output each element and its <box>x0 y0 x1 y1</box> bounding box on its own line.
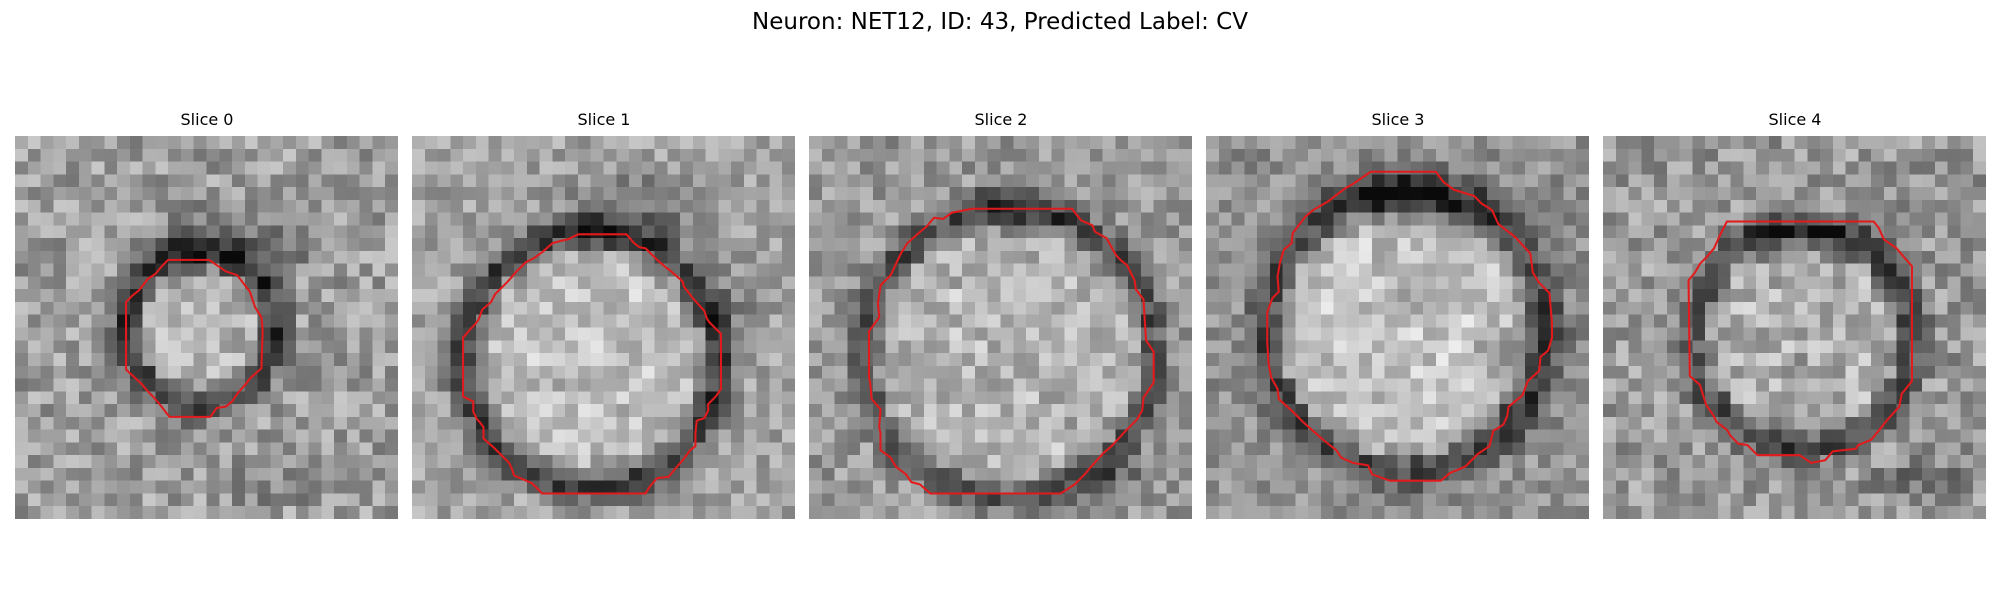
slice-panel-title: Slice 4 <box>1768 110 1822 129</box>
slice-image-0 <box>15 136 398 519</box>
pixel-grid <box>1206 136 1589 519</box>
slice-image-4 <box>1603 136 1986 519</box>
pixel-grid <box>412 136 795 519</box>
slice-panel-title: Slice 1 <box>577 110 631 129</box>
pixel-grid <box>1603 136 1986 519</box>
slice-image-2 <box>809 136 1192 519</box>
slice-panel-title: Slice 2 <box>974 110 1028 129</box>
pixel-grid <box>809 136 1192 519</box>
roi-outline <box>125 258 264 418</box>
slice-image-3 <box>1206 136 1589 519</box>
roi-outline <box>1266 170 1553 482</box>
slice-panel-title: Slice 3 <box>1371 110 1425 129</box>
pixel-grid <box>15 136 398 519</box>
slice-panel-title: Slice 0 <box>180 110 234 129</box>
figure-title: Neuron: NET12, ID: 43, Predicted Label: … <box>752 9 1248 35</box>
roi-outline <box>1687 220 1913 464</box>
roi-outline <box>867 207 1155 495</box>
roi-outline <box>462 233 722 495</box>
slice-image-1 <box>412 136 795 519</box>
